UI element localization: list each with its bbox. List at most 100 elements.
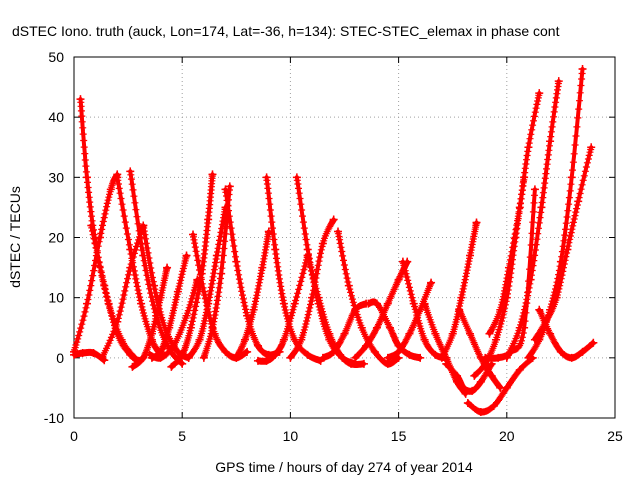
data-point	[442, 359, 451, 368]
x-tick-label: 25	[607, 428, 623, 444]
data-point	[95, 233, 104, 242]
data-point	[100, 281, 109, 290]
data-point	[221, 347, 230, 356]
data-point	[463, 398, 472, 407]
data-point	[530, 335, 539, 344]
x-tick-label: 15	[391, 428, 407, 444]
data-point	[139, 353, 148, 362]
data-point	[167, 362, 176, 371]
data-point	[567, 173, 576, 182]
data-point	[303, 350, 312, 359]
data-point	[145, 350, 154, 359]
y-tick-label: 50	[48, 49, 64, 65]
data-point	[173, 287, 182, 296]
data-arc-line	[128, 169, 185, 366]
data-point	[351, 353, 360, 362]
data-point	[385, 323, 394, 332]
data-point	[563, 245, 572, 254]
data-point	[325, 329, 334, 338]
data-point	[472, 218, 481, 227]
data-point	[398, 257, 407, 266]
data-point	[286, 353, 295, 362]
data-point	[556, 347, 565, 356]
data-point-markers	[535, 306, 597, 362]
data-arc	[364, 298, 425, 362]
data-point	[420, 335, 429, 344]
data-point	[552, 293, 561, 302]
data-point	[253, 356, 262, 365]
data-point	[221, 185, 230, 194]
data-point	[82, 173, 91, 182]
data-point	[370, 347, 379, 356]
data-point	[344, 281, 353, 290]
data-point	[420, 299, 429, 308]
data-arc	[232, 227, 273, 362]
data-point	[243, 347, 252, 356]
data-point	[217, 269, 226, 278]
x-tick-label: 10	[283, 428, 299, 444]
data-point	[457, 293, 466, 302]
data-point	[340, 329, 349, 338]
data-arc	[463, 353, 537, 416]
data-point	[126, 245, 135, 254]
data-point	[199, 353, 208, 362]
data-point	[329, 347, 338, 356]
data-point	[253, 341, 262, 350]
data-point	[334, 227, 343, 236]
data-point	[515, 203, 524, 212]
data-point	[524, 143, 533, 152]
data-point	[243, 311, 252, 320]
data-point	[502, 383, 511, 392]
data-point	[178, 350, 187, 359]
data-point	[314, 293, 323, 302]
chart-title: dSTEC Iono. truth (auck, Lon=174, Lat=-3…	[12, 23, 560, 39]
data-point	[524, 353, 533, 362]
data-point	[364, 299, 373, 308]
data-point	[113, 317, 122, 326]
data-point	[362, 341, 371, 350]
data-point	[359, 359, 368, 368]
data-point	[487, 371, 496, 380]
data-point	[455, 305, 464, 314]
data-arc	[535, 305, 598, 362]
data-point	[476, 407, 485, 416]
data-point	[271, 350, 280, 359]
data-point	[554, 77, 563, 86]
x-tick-label: 0	[70, 428, 78, 444]
data-point	[318, 239, 327, 248]
data-point	[262, 173, 271, 182]
data-point	[297, 335, 306, 344]
x-tick-label: 5	[178, 428, 186, 444]
y-tick-label: 10	[48, 290, 64, 306]
data-point	[567, 353, 576, 362]
data-point	[587, 143, 596, 152]
data-point	[163, 263, 172, 272]
data-point	[336, 350, 345, 359]
data-point	[546, 329, 555, 338]
data-point	[468, 386, 477, 395]
data-point	[258, 263, 267, 272]
data-point	[318, 353, 327, 362]
data-point	[520, 323, 529, 332]
data-point	[409, 299, 418, 308]
x-tick-label: 20	[499, 428, 515, 444]
data-point	[128, 362, 137, 371]
data-point	[76, 95, 85, 104]
data-point	[466, 251, 475, 260]
data-point	[113, 173, 122, 182]
data-point	[431, 329, 440, 338]
data-point	[466, 329, 475, 338]
data-point	[448, 329, 457, 338]
data-point	[431, 350, 440, 359]
data-point	[394, 347, 403, 356]
data-point	[292, 173, 301, 182]
data-point	[279, 299, 288, 308]
data-point-markers	[222, 185, 284, 359]
data-point	[106, 185, 115, 194]
data-point	[89, 349, 98, 358]
data-point	[189, 230, 198, 239]
data-arc	[262, 173, 325, 365]
x-axis-label: GPS time / hours of day 274 of year 2014	[215, 459, 473, 475]
data-point	[279, 335, 288, 344]
data-point	[546, 137, 555, 146]
